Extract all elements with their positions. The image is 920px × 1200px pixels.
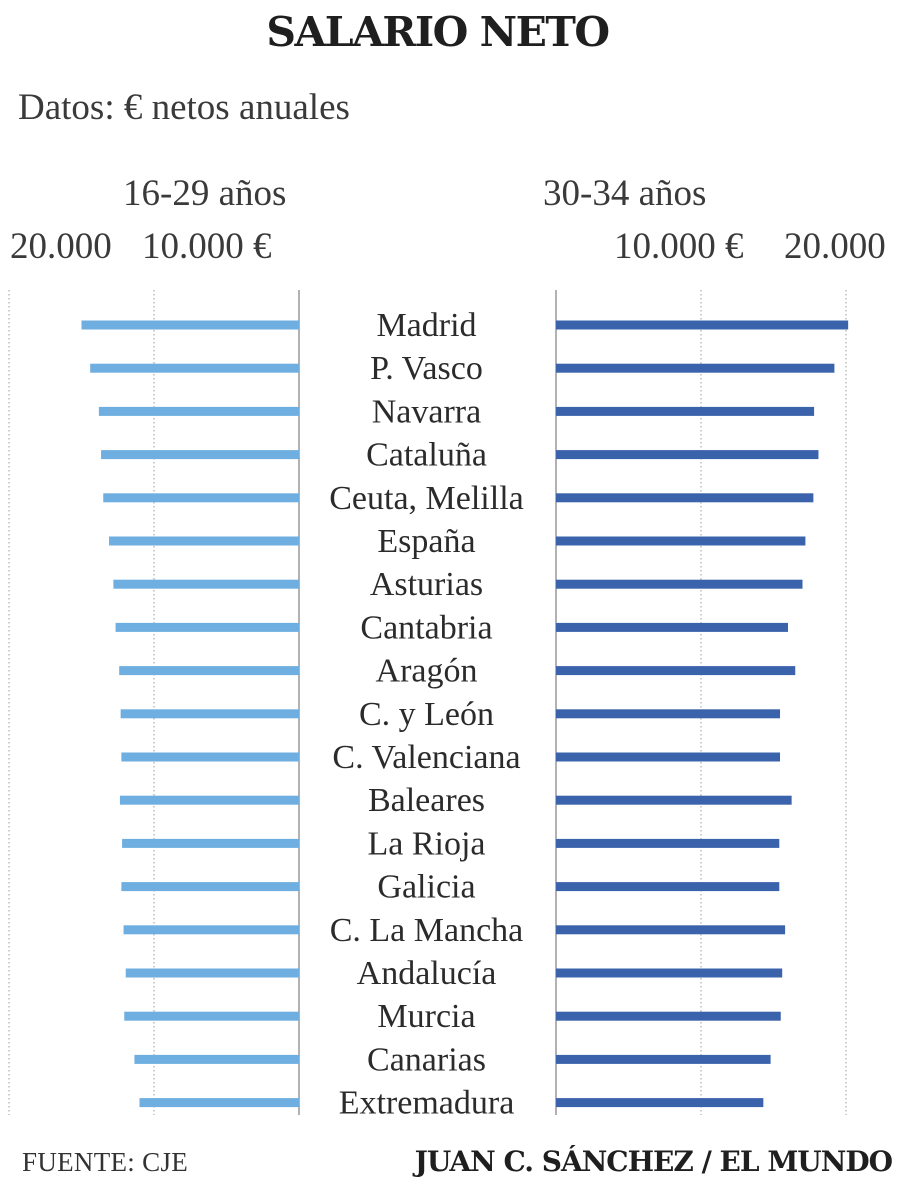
bar-30-34-la-rioja	[556, 838, 780, 848]
bar-30-34-cantabria	[556, 622, 788, 632]
category-label-ceuta-melilla: Ceuta, Melilla	[329, 480, 524, 517]
bar-30-34-andalucia	[556, 968, 783, 978]
category-label-galicia: Galicia	[377, 869, 475, 906]
chart-title: SALARIO NETO	[266, 8, 610, 56]
category-label-aragon: Aragón	[376, 653, 478, 690]
bar-30-34-p-vasco	[556, 363, 835, 373]
bar-30-34-c-la-mancha	[556, 925, 786, 935]
bar-30-34-galicia	[556, 882, 780, 892]
bar-16-29-murcia	[124, 1011, 300, 1021]
right-tick-label-10000: 10.000 €	[614, 226, 744, 267]
salary-chart: Madrid P. Vasco Navarra Cataluña Ceuta, Meli…	[8, 290, 849, 1122]
bar-30-34-murcia	[556, 1011, 781, 1021]
category-label-andalucia: Andalucía	[357, 955, 497, 992]
left-tick-label-20000: 20.000	[10, 226, 112, 267]
bar-30-34-asturias	[556, 579, 803, 589]
bar-16-29-extremadura	[139, 1098, 299, 1108]
category-label-c-valenciana: C. Valenciana	[332, 739, 520, 776]
bar-30-34-canarias	[556, 1054, 771, 1064]
bar-30-34-aragon	[556, 666, 796, 676]
category-label-baleares: Baleares	[368, 782, 485, 819]
bar-16-29-andalucia	[125, 968, 299, 978]
bar-16-29-espana	[109, 536, 299, 546]
left-panel-title: 16-29 años	[123, 173, 287, 214]
right-tick-label-20000: 20.000	[784, 226, 886, 267]
category-label-c-la-mancha: C. La Mancha	[330, 912, 524, 949]
category-label-p-vasco: P. Vasco	[370, 350, 483, 387]
bar-16-29-p-vasco	[90, 363, 299, 373]
category-label-cataluna: Cataluña	[366, 437, 487, 474]
category-label-cantabria: Cantabria	[360, 609, 492, 646]
bar-30-34-madrid	[556, 320, 849, 330]
bar-30-34-c-valenciana	[556, 752, 781, 762]
category-label-madrid: Madrid	[376, 307, 476, 344]
bar-16-29-ceuta-melilla	[103, 493, 299, 503]
category-label-navarra: Navarra	[372, 393, 481, 430]
bar-16-29-cantabria	[115, 622, 299, 632]
bar-16-29-cataluna	[101, 450, 299, 460]
bar-16-29-navarra	[98, 406, 300, 416]
bar-16-29-asturias	[113, 579, 300, 589]
category-label-c-y-leon: C. y León	[359, 696, 494, 733]
bar-16-29-c-valenciana	[121, 752, 299, 762]
bar-16-29-c-y-leon	[120, 709, 300, 719]
bar-30-34-ceuta-melilla	[556, 493, 814, 503]
bar-16-29-madrid	[81, 320, 299, 330]
bar-16-29-canarias	[134, 1054, 299, 1064]
bar-16-29-baleares	[119, 795, 299, 805]
left-tick-label-10000: 10.000 €	[142, 226, 272, 267]
category-label-canarias: Canarias	[367, 1041, 486, 1078]
bar-16-29-la-rioja	[122, 838, 299, 848]
bar-30-34-baleares	[556, 795, 792, 805]
bar-30-34-espana	[556, 536, 806, 546]
category-label-murcia: Murcia	[377, 998, 475, 1035]
right-panel-title: 30-34 años	[543, 173, 707, 214]
category-label-asturias: Asturias	[370, 566, 483, 603]
bar-16-29-aragon	[119, 666, 299, 676]
bar-30-34-navarra	[556, 406, 815, 416]
category-label-extremadura: Extremadura	[339, 1085, 515, 1122]
source-note: FUENTE: CJE	[22, 1147, 189, 1177]
bar-30-34-c-y-leon	[556, 709, 781, 719]
bar-16-29-c-la-mancha	[123, 925, 299, 935]
credit-note: JUAN C. SÁNCHEZ / EL MUNDO	[414, 1145, 893, 1178]
bar-30-34-extremadura	[556, 1098, 764, 1108]
category-label-espana: España	[377, 523, 475, 560]
bar-30-34-cataluna	[556, 450, 819, 460]
bar-16-29-galicia	[121, 882, 299, 892]
chart-subtitle: Datos: € netos anuales	[18, 87, 350, 128]
category-label-la-rioja: La Rioja	[367, 825, 485, 862]
